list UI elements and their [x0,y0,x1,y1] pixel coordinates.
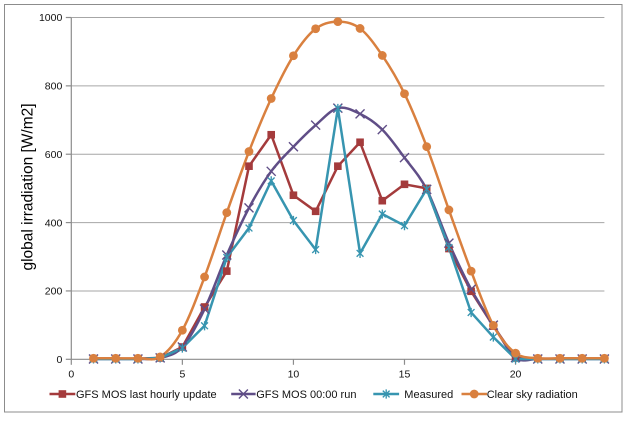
svg-text:Clear sky radiation: Clear sky radiation [487,389,578,401]
svg-text:600: 600 [45,149,63,161]
svg-text:800: 800 [45,81,63,93]
svg-text:GFS MOS last hourly update: GFS MOS last hourly update [76,389,217,401]
svg-text:0: 0 [56,354,62,366]
svg-text:global irradiation [W/m2]: global irradiation [W/m2] [19,103,36,270]
svg-text:5: 5 [179,368,185,380]
svg-text:10: 10 [288,368,300,380]
svg-text:400: 400 [45,217,63,229]
svg-text:0: 0 [68,368,74,380]
svg-text:200: 200 [45,286,63,298]
svg-text:15: 15 [399,368,411,380]
svg-text:1000: 1000 [39,12,63,24]
svg-text:GFS MOS 00:00 run: GFS MOS 00:00 run [256,389,356,401]
svg-text:Measured: Measured [404,389,453,401]
svg-text:20: 20 [510,368,522,380]
